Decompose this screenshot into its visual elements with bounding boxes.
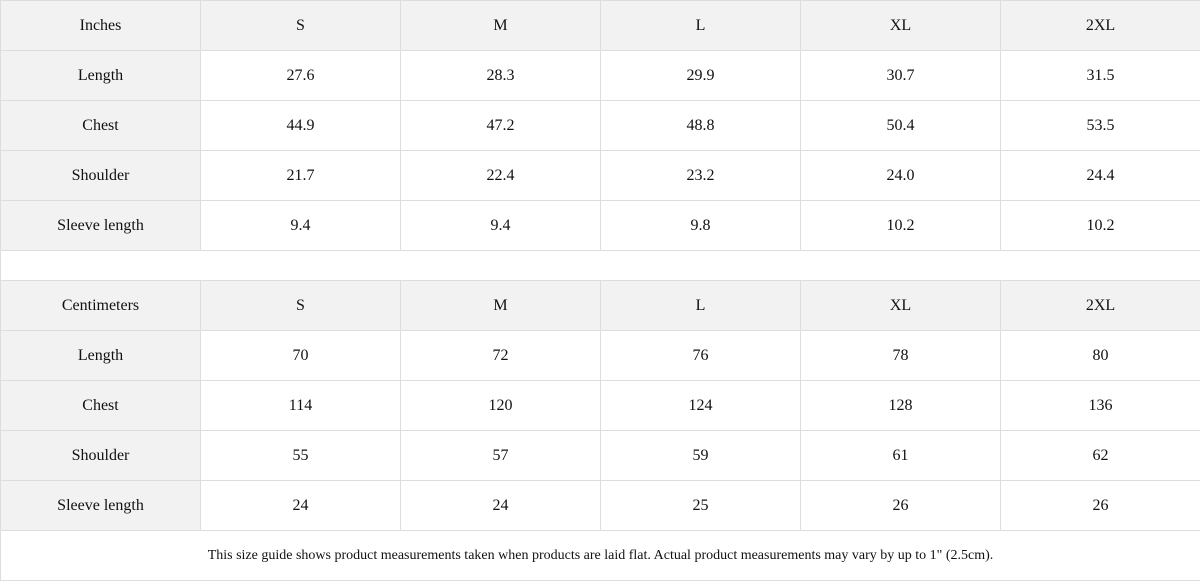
size-header: M [401,1,601,51]
spacer-row [1,251,1200,281]
measurement-value: 21.7 [201,151,401,201]
measurement-value: 124 [601,381,801,431]
measurement-value: 24.0 [801,151,1001,201]
measurement-value: 62 [1001,431,1200,481]
measurement-value: 25 [601,481,801,531]
measurement-value: 28.3 [401,51,601,101]
note-row: This size guide shows product measuremen… [1,531,1200,581]
measurement-value: 80 [1001,331,1200,381]
measurement-label: Length [1,51,201,101]
measurement-value: 136 [1001,381,1200,431]
measurement-value: 48.8 [601,101,801,151]
measurement-value: 23.2 [601,151,801,201]
measurement-value: 72 [401,331,601,381]
size-header: L [601,1,801,51]
measurement-value: 22.4 [401,151,601,201]
measurement-value: 53.5 [1001,101,1200,151]
size-header: M [401,281,601,331]
measurement-value: 29.9 [601,51,801,101]
measurement-value: 128 [801,381,1001,431]
measurement-label: Shoulder [1,151,201,201]
size-header: S [201,1,401,51]
measurement-label: Chest [1,101,201,151]
measurement-value: 57 [401,431,601,481]
measurement-label: Shoulder [1,431,201,481]
measurement-value: 30.7 [801,51,1001,101]
measurement-label: Length [1,331,201,381]
measurement-value: 9.8 [601,201,801,251]
measurement-value: 44.9 [201,101,401,151]
measurement-label: Sleeve length [1,201,201,251]
measurement-value: 76 [601,331,801,381]
measurement-value: 31.5 [1001,51,1200,101]
measurement-label: Sleeve length [1,481,201,531]
measurement-value: 47.2 [401,101,601,151]
size-header: S [201,281,401,331]
measurement-value: 9.4 [401,201,601,251]
size-header: 2XL [1001,1,1200,51]
size-header: XL [801,281,1001,331]
measurement-value: 70 [201,331,401,381]
measurement-value: 61 [801,431,1001,481]
measurement-value: 120 [401,381,601,431]
measurement-value: 26 [1001,481,1200,531]
measurement-value: 9.4 [201,201,401,251]
spacer-cell [1,251,1200,281]
size-header: 2XL [1001,281,1200,331]
measurement-value: 24 [201,481,401,531]
measurement-value: 114 [201,381,401,431]
measurement-value: 10.2 [1001,201,1200,251]
measurement-value: 24 [401,481,601,531]
measurement-value: 10.2 [801,201,1001,251]
measurement-value: 55 [201,431,401,481]
unit-header: Centimeters [1,281,201,331]
measurement-value: 24.4 [1001,151,1200,201]
measurement-value: 78 [801,331,1001,381]
measurement-value: 59 [601,431,801,481]
measurement-note: This size guide shows product measuremen… [1,531,1200,581]
measurement-value: 27.6 [201,51,401,101]
measurement-label: Chest [1,381,201,431]
size-header: L [601,281,801,331]
unit-header: Inches [1,1,201,51]
measurement-value: 50.4 [801,101,1001,151]
size-header: XL [801,1,1001,51]
measurement-value: 26 [801,481,1001,531]
